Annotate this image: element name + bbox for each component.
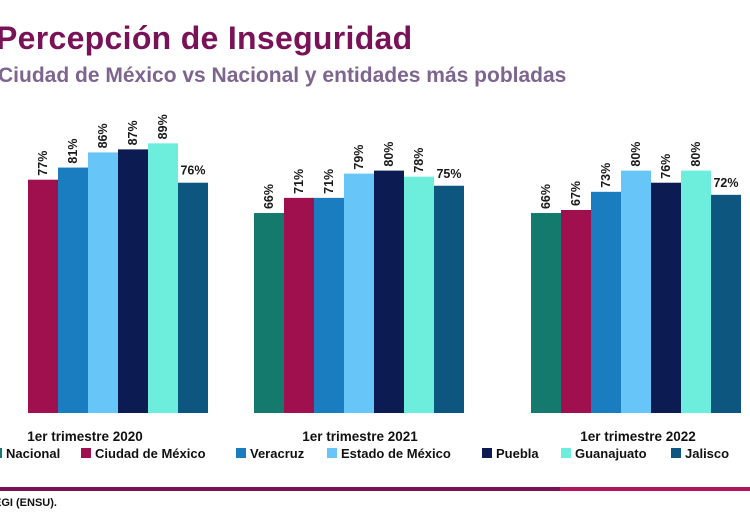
- chart-title: Percepción de Inseguridad: [0, 20, 413, 56]
- bar-estado-de-mexico-3: [621, 170, 651, 413]
- legend-label-nacional: Nacional: [6, 446, 60, 461]
- data-label-estado-de-mexico-3: 80%: [629, 142, 643, 167]
- bar-ciudad-de-mexico-3: [561, 209, 591, 413]
- data-label-estado-de-mexico-2: 79%: [352, 145, 366, 170]
- bar-estado-de-mexico-1: [88, 152, 118, 414]
- bar-ciudad-de-mexico-1: [28, 179, 58, 413]
- legend-swatch-puebla: [482, 448, 492, 458]
- legend-swatch-ciudad-de-mexico: [81, 448, 91, 458]
- data-label-puebla-2: 80%: [382, 142, 396, 167]
- bar-veracruz-2: [314, 197, 344, 413]
- data-label-jalisco-2: 75%: [436, 167, 461, 181]
- legend-label-veracruz: Veracruz: [250, 446, 305, 461]
- data-label-nacional-3: 66%: [539, 184, 553, 209]
- legend-swatch-jalisco: [671, 448, 681, 458]
- data-label-veracruz-2: 71%: [322, 169, 336, 194]
- data-label-nacional-2: 66%: [262, 184, 276, 209]
- bar-estado-de-mexico-2: [344, 173, 374, 413]
- data-label-ciudad-de-mexico-2: 71%: [292, 169, 306, 194]
- data-label-jalisco-3: 72%: [713, 176, 738, 190]
- data-label-guanajuato-2: 78%: [412, 148, 426, 173]
- bar-veracruz-1: [58, 167, 88, 413]
- legend-label-ciudad-de-mexico: Ciudad de México: [95, 446, 206, 461]
- bar-jalisco-1: [178, 182, 208, 413]
- bar-guanajuato-3: [681, 170, 711, 413]
- bottom-rule: [0, 487, 750, 491]
- bar-jalisco-3: [711, 194, 741, 413]
- bar-nacional-2: [254, 213, 284, 413]
- bar-nacional-3: [531, 213, 561, 413]
- x-tick-label: 1er trimestre 2020: [27, 429, 143, 444]
- chart-subtitle: Ciudad de México vs Nacional y entidades…: [0, 64, 567, 87]
- data-label-jalisco-1: 76%: [180, 164, 205, 178]
- legend-label-guanajuato: Guanajuato: [575, 446, 647, 461]
- x-tick-label: 1er trimestre 2022: [580, 429, 696, 444]
- bar-puebla-1: [118, 149, 148, 413]
- data-label-puebla-3: 76%: [659, 154, 673, 179]
- data-label-veracruz-1: 81%: [66, 139, 80, 164]
- bar-guanajuato-2: [404, 176, 434, 413]
- bar-puebla-2: [374, 170, 404, 413]
- data-label-guanajuato-3: 80%: [689, 142, 703, 167]
- bar-veracruz-3: [591, 191, 621, 413]
- legend-label-estado-de-mexico: Estado de México: [341, 446, 451, 461]
- legend-swatch-estado-de-mexico: [327, 448, 337, 458]
- data-label-ciudad-de-mexico-3: 67%: [569, 181, 583, 206]
- data-label-estado-de-mexico-1: 86%: [96, 123, 110, 148]
- bar-ciudad-de-mexico-2: [284, 197, 314, 413]
- source-note: EGI (ENSU).: [0, 497, 57, 509]
- data-label-guanajuato-1: 89%: [156, 114, 170, 139]
- legend-label-puebla: Puebla: [496, 446, 539, 461]
- bar-jalisco-2: [434, 185, 464, 413]
- bar-guanajuato-1: [148, 143, 178, 413]
- legend-swatch-guanajuato: [561, 448, 571, 458]
- bar-puebla-3: [651, 182, 681, 413]
- bottom-rule-accent: [560, 487, 750, 491]
- legend-swatch-nacional: [0, 448, 2, 458]
- legend-label-jalisco: Jalisco: [685, 446, 729, 461]
- legend-swatch-veracruz: [236, 448, 246, 458]
- data-label-veracruz-3: 73%: [599, 163, 613, 188]
- data-label-puebla-1: 87%: [126, 120, 140, 145]
- data-label-ciudad-de-mexico-1: 77%: [36, 151, 50, 176]
- x-tick-label: 1er trimestre 2021: [302, 429, 418, 444]
